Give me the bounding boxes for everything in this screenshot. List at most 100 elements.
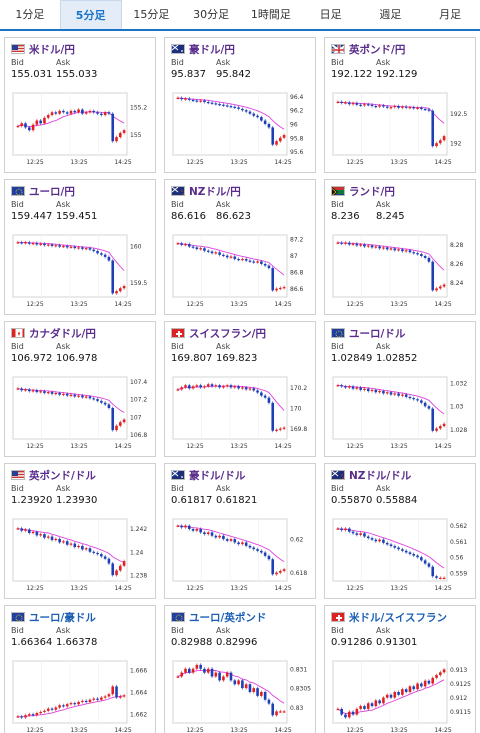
candle	[96, 251, 99, 254]
currency-pair-link[interactable]: 英ポンド/円	[349, 43, 406, 56]
candle	[203, 532, 206, 535]
currency-pair-link[interactable]: 豪ドル/円	[189, 43, 235, 56]
candle	[244, 258, 248, 261]
candlestick-chart[interactable]: 96.4 96.2 96 95.8 95.6 12:25 13:25 14:25	[171, 89, 311, 169]
candle	[180, 387, 183, 390]
rate-card-zar-jpy[interactable]: ランド/円 Bid Ask 8.236 8.245 8.28 8.26 8.24 12:25 13…	[324, 179, 476, 315]
candlestick-chart[interactable]: 192.5 192 12:25 13:25 14:25	[331, 89, 471, 169]
candlestick-chart[interactable]: 155.2 155 12:25 13:25 14:25	[11, 89, 151, 169]
rate-card-nzd-usd[interactable]: NZドル/ドル Bid Ask 0.55870 0.55884 0.562 0.561 0.5…	[324, 463, 476, 599]
candle	[404, 250, 408, 252]
card-header: スイスフラン/円	[171, 325, 266, 341]
tab-timeframe[interactable]: 30分足	[193, 8, 230, 21]
bid-value: 0.61817	[171, 495, 213, 506]
candle	[191, 99, 195, 102]
candlestick-chart[interactable]: 87.2 87 86.8 86.6 12:25 13:25 14:25	[171, 231, 311, 311]
currency-pair-link[interactable]: ユーロ/円	[29, 185, 75, 198]
candle	[363, 388, 366, 390]
candlestick-chart[interactable]: 0.62 0.618 12:25 13:25 14:25	[171, 515, 311, 595]
candle	[347, 386, 351, 388]
candlestick-chart[interactable]: 0.831 0.8305 0.83 12:25 13:25 14:25	[171, 657, 311, 733]
rate-card-gbp-jpy[interactable]: 英ポンド/円 Bid Ask 192.122 192.129 192.5 192 12:25 1…	[324, 37, 476, 173]
tab-timeframe[interactable]: 週足	[379, 8, 402, 21]
currency-pair-link[interactable]: ランド/円	[349, 185, 395, 198]
tab-timeframe[interactable]: 月足	[439, 8, 462, 21]
chart-svg: 0.62 0.618 12:25 13:25 14:25	[172, 518, 307, 592]
y-tick-label: 8.26	[450, 261, 464, 268]
candlestick-chart[interactable]: 0.562 0.561 0.56 0.559 12:25 13:25 14:25	[331, 515, 471, 595]
currency-pair-link[interactable]: 豪ドル/ドル	[189, 469, 246, 482]
candlestick-chart[interactable]: 1.666 1.664 1.662 12:25 13:25 14:25	[11, 657, 151, 733]
tab-timeframe[interactable]: 1時間足	[250, 8, 291, 21]
candle	[435, 576, 438, 578]
currency-pair-link[interactable]: NZドル/ドル	[349, 469, 412, 482]
candle	[20, 242, 23, 244]
candle	[252, 261, 256, 263]
candle	[336, 385, 340, 387]
candle	[248, 111, 252, 114]
chart-svg: 160 159.5 12:25 13:25 14:25	[12, 234, 147, 308]
candle	[180, 243, 183, 245]
candle	[435, 288, 438, 291]
rate-card-eur-aud[interactable]: ユーロ/豪ドル Bid Ask 1.66364 1.66378 1.666 1.664 1.6…	[4, 605, 156, 733]
candle	[96, 552, 99, 555]
currency-pair-link[interactable]: スイスフラン/円	[189, 327, 267, 340]
candle	[50, 392, 54, 394]
currency-pair-link[interactable]: カナダドル/円	[29, 327, 96, 340]
rate-card-gbp-usd[interactable]: 英ポンド/ドル Bid Ask 1.23920 1.23930 1.242 1.24 1.23…	[4, 463, 156, 599]
tab-timeframe[interactable]: 5分足	[59, 0, 122, 29]
candle	[103, 556, 107, 559]
y-tick-label: 95.8	[290, 135, 304, 142]
rate-card-usd-chf[interactable]: 米ドル/スイスフラン Bid Ask 0.91286 0.91301 0.913 0.912…	[324, 605, 476, 733]
rate-card-chf-jpy[interactable]: スイスフラン/円 Bid Ask 169.807 169.823 170.2 170 169.…	[164, 321, 316, 457]
candle	[206, 384, 210, 387]
candle	[374, 539, 378, 542]
candlestick-chart[interactable]: 160 159.5 12:25 13:25 14:25	[11, 231, 151, 311]
candle	[366, 703, 370, 709]
candle	[187, 385, 191, 389]
currency-pair-link[interactable]: 米ドル/円	[29, 43, 75, 56]
candle	[191, 668, 195, 673]
x-tick-label: 12:25	[26, 585, 43, 592]
rate-card-eur-usd[interactable]: ユーロ/ドル Bid Ask 1.02849 1.02852 1.032 1.03 1.028…	[324, 321, 476, 457]
candle	[195, 529, 199, 531]
tab-timeframe[interactable]: 日足	[319, 8, 342, 21]
tab-timeframe[interactable]: 1分足	[15, 8, 45, 21]
candle	[27, 127, 31, 131]
x-tick-label: 14:25	[274, 727, 291, 733]
candlestick-chart[interactable]: 107.4 107.2 107 106.8 12:25 13:25 14:25	[11, 373, 151, 453]
candle	[237, 386, 240, 389]
tab-timeframe[interactable]: 15分足	[133, 8, 170, 21]
currency-pair-link[interactable]: ユーロ/豪ドル	[29, 611, 96, 624]
candle	[27, 242, 31, 244]
currency-pair-link[interactable]: ユーロ/ドル	[349, 327, 406, 340]
candle	[229, 256, 233, 258]
currency-pair-link[interactable]: 米ドル/スイスフラン	[349, 611, 448, 624]
candle	[24, 389, 27, 391]
rate-card-usd-jpy[interactable]: 米ドル/円 Bid Ask 155.031 155.033 155.2 155 12:25 13…	[4, 37, 156, 173]
candle	[431, 261, 435, 291]
candlestick-chart[interactable]: 1.032 1.03 1.028 12:25 13:25 14:25	[331, 373, 471, 453]
rate-card-cad-jpy[interactable]: カナダドル/円 Bid Ask 106.972 106.978 107.4 107.2 107…	[4, 321, 156, 457]
candle	[378, 246, 381, 249]
bid-value: 1.66364	[11, 637, 53, 648]
candle	[401, 249, 404, 252]
currency-pair-link[interactable]: ユーロ/英ポンド	[189, 611, 267, 624]
rate-card-nzd-jpy[interactable]: NZドル/円 Bid Ask 86.616 86.623 87.2 87 86.8 86.6 12…	[164, 179, 316, 315]
rate-card-aud-usd[interactable]: 豪ドル/ドル Bid Ask 0.61817 0.61821 0.62 0.618 12:25…	[164, 463, 316, 599]
moving-average-line	[177, 525, 285, 562]
currency-pair-link[interactable]: 英ポンド/ドル	[29, 469, 96, 482]
candle	[260, 392, 263, 396]
candle	[62, 393, 65, 396]
rate-card-eur-jpy[interactable]: ユーロ/円 Bid Ask 159.447 159.451 160 159.5 12:25 13…	[4, 179, 156, 315]
candlestick-chart[interactable]: 1.242 1.24 1.238 12:25 13:25 14:25	[11, 515, 151, 595]
candle	[389, 694, 393, 698]
rate-card-eur-gbp[interactable]: ユーロ/英ポンド Bid Ask 0.82988 0.82996 0.831 0.8305 0…	[164, 605, 316, 733]
x-tick-label: 12:25	[346, 301, 363, 308]
candle	[115, 570, 118, 576]
currency-pair-link[interactable]: NZドル/円	[189, 185, 241, 198]
candlestick-chart[interactable]: 0.913 0.9125 0.912 0.9115 12:25 13:25 14:25	[331, 657, 471, 733]
candlestick-chart[interactable]: 170.2 170 169.8 12:25 13:25 14:25	[171, 373, 311, 453]
candlestick-chart[interactable]: 8.28 8.26 8.24 12:25 13:25 14:25	[331, 231, 471, 311]
rate-card-aud-jpy[interactable]: 豪ドル/円 Bid Ask 95.837 95.842 96.4 96.2 96 95.8 95.…	[164, 37, 316, 173]
